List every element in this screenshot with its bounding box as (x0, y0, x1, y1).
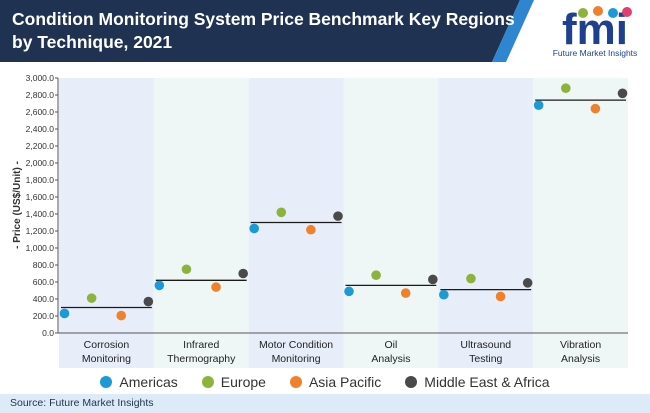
category-labels: Corrosion Monitoring Infrared Thermography M… (82, 339, 601, 365)
data-point (211, 282, 221, 292)
logo-dot-green (578, 8, 588, 18)
data-point (466, 273, 476, 284)
legend-item: Asia Pacific (289, 374, 382, 390)
category-label: Ultrasound (460, 339, 511, 351)
y-tick-label: 2,400.0 (26, 124, 55, 134)
data-point (428, 274, 438, 285)
y-tick-label: 2,200.0 (26, 141, 55, 151)
legend-item: Americas (100, 374, 178, 390)
y-tick-label: 1,400.0 (26, 209, 55, 219)
y-tick-label: 2,600.0 (26, 107, 55, 117)
data-point (439, 289, 449, 300)
data-point (59, 308, 70, 319)
category-label: Analysis (371, 353, 410, 365)
data-point (154, 280, 165, 291)
data-point (371, 270, 381, 280)
category-label: Monitoring (82, 353, 131, 365)
y-tick-label: 0.0 (42, 328, 54, 338)
category-band (343, 78, 439, 368)
y-tick-labels: 0.0 200.0 400.0 600.0 800.0 1,000.0 1,200.0 1,4… (26, 73, 58, 338)
footer-bar: Source: Future Market Insights (0, 394, 650, 413)
legend: Americas Europe Asia Pacific Middle East & … (0, 372, 650, 392)
category-label: Vibration (560, 339, 601, 351)
chart-title: Condition Monitoring System Price Benchm… (12, 9, 515, 52)
category-band (533, 78, 628, 368)
logo-tagline: Future Market Insights (552, 48, 638, 58)
legend-item: Middle East & Africa (405, 374, 550, 390)
logo-dot-blue (608, 8, 618, 18)
data-point (116, 310, 127, 321)
category-band (153, 78, 249, 368)
category-bands (59, 78, 628, 368)
category-label: Monitoring (272, 353, 321, 365)
data-point (560, 83, 571, 93)
data-point (276, 207, 287, 218)
y-tick-label: 1,000.0 (26, 243, 55, 253)
legend-item: Europe (201, 374, 266, 390)
data-point (344, 286, 354, 297)
legend-label: Europe (220, 374, 266, 390)
y-tick-label: 1,600.0 (26, 192, 55, 202)
header-accent-stripe (492, 0, 534, 62)
category-band (438, 78, 534, 368)
y-tick-label: 1,800.0 (26, 175, 55, 185)
data-point (617, 88, 628, 99)
category-label: Oil (384, 339, 397, 351)
category-label: Thermography (167, 353, 236, 365)
data-point (333, 211, 343, 221)
category-label: Infrared (183, 339, 219, 351)
data-point (86, 293, 97, 303)
average-lines (61, 99, 626, 309)
legend-marker (405, 376, 418, 388)
data-point (495, 291, 506, 302)
logo-dot-pink (622, 7, 632, 17)
data-point (181, 264, 192, 275)
y-tick-label: 800.0 (33, 260, 55, 270)
category-band (59, 78, 154, 368)
legend-marker (201, 376, 214, 388)
source-note: Source: Future Market Insights (10, 397, 154, 409)
y-axis-title: - Price (US$/Unit) - (12, 161, 23, 249)
legend-marker (100, 376, 113, 388)
y-axis (57, 78, 628, 334)
legend-marker (289, 376, 302, 388)
data-points (59, 83, 628, 321)
legend-label: Asia Pacific (308, 374, 382, 390)
data-point (306, 224, 316, 235)
fmi-logo-mark: fmi (562, 5, 632, 54)
data-point (249, 223, 259, 234)
price-benchmark-chart: 0.0 200.0 400.0 600.0 800.0 1,000.0 1,200.0 1,4… (12, 73, 628, 368)
logo-dot-orange (593, 6, 603, 16)
legend-label: Americas (119, 374, 178, 390)
y-tick-label: 1,200.0 (26, 226, 55, 236)
category-label: Analysis (561, 353, 600, 365)
data-point (590, 103, 601, 114)
y-tick-label: 600.0 (33, 277, 55, 287)
header-banner (0, 0, 534, 62)
data-point (522, 278, 533, 288)
y-tick-label: 400.0 (33, 294, 55, 304)
header-title-band (0, 0, 520, 62)
data-point (143, 296, 154, 307)
data-point (400, 288, 411, 298)
y-tick-label: 2,800.0 (26, 90, 55, 100)
y-tick-label: 2,000.0 (26, 158, 55, 168)
category-label: Motor Condition (259, 339, 333, 351)
category-label: Testing (469, 353, 502, 365)
y-tick-label: 3,000.0 (26, 73, 55, 83)
y-tick-label: 200.0 (33, 311, 55, 321)
data-point (533, 100, 544, 110)
data-point (238, 268, 248, 279)
chart-header: Condition Monitoring System Price Benchm… (0, 0, 650, 62)
fmi-logo: fmi Future Market Insights (545, 4, 645, 60)
category-label: Corrosion (84, 339, 130, 351)
legend-label: Middle East & Africa (424, 374, 550, 390)
